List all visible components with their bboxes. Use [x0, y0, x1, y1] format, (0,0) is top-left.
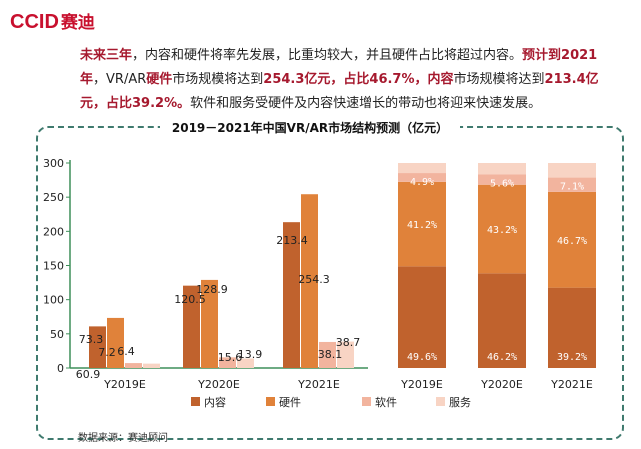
data-label: 73.3	[79, 333, 104, 346]
stack-segment-硬件	[478, 184, 526, 274]
x-tick-label: Y2021E	[550, 378, 593, 391]
stack-label: 4.9%	[410, 177, 434, 188]
data-label: 120.5	[174, 293, 206, 306]
intro-paragraph: 未来三年，内容和硬件将率先发展，比重均较大，并且硬件占比将超过内容。预计到202…	[80, 44, 620, 116]
stack-label: 39.2%	[557, 352, 587, 363]
data-label: 128.9	[196, 283, 228, 296]
stack-label: 43.2%	[487, 225, 517, 236]
stack-segment-服务	[398, 163, 446, 174]
x-tick-label: Y2020E	[480, 378, 523, 391]
y-tick-label: 150	[43, 260, 64, 273]
logo-cn: 赛迪	[60, 13, 95, 33]
y-tick-label: 200	[43, 225, 64, 238]
logo-latin: CCID	[10, 11, 59, 33]
data-label: 13.9	[238, 348, 263, 361]
data-label: 213.4	[276, 234, 308, 247]
y-tick-label: 50	[50, 328, 64, 341]
stack-segment-硬件	[398, 181, 446, 267]
data-label: 254.3	[298, 273, 330, 286]
stack-segment-内容	[398, 266, 446, 368]
bar-硬件	[201, 279, 218, 368]
bar-内容	[283, 222, 300, 368]
stack-segment-内容	[478, 273, 526, 368]
y-tick-label: 250	[43, 191, 64, 204]
data-label: 6.4	[117, 345, 135, 358]
bar-硬件	[107, 317, 124, 368]
bar-内容	[183, 285, 200, 368]
intro-part: 市场规模将达到	[453, 72, 545, 87]
intro-part: 254.3亿元，占比46.7%，	[263, 72, 428, 87]
stack-segment-内容	[548, 287, 596, 368]
data-label: 38.7	[336, 336, 361, 349]
stack-label: 41.2%	[407, 220, 437, 231]
intro-part: 软件和服务受硬件及内容快速增长的带动也将迎来快速发展。	[190, 96, 542, 111]
stack-label: 7.1%	[560, 182, 584, 193]
legend-label: 服务	[449, 396, 471, 409]
bar-服务	[143, 363, 160, 368]
stack-segment-软件	[548, 177, 596, 192]
stack-segment-硬件	[548, 191, 596, 288]
y-tick-label: 0	[57, 362, 64, 375]
data-label: 38.1	[318, 348, 343, 361]
stack-segment-软件	[398, 173, 446, 182]
intro-part: 213.4亿元，占比39.2%。	[80, 72, 599, 111]
brand-logo: CCID 赛迪	[10, 8, 95, 33]
intro-part: ，VR/AR	[93, 72, 147, 87]
bar-服务	[337, 341, 354, 368]
stack-label: 5.6%	[490, 178, 514, 189]
legend-swatch	[362, 397, 371, 406]
bar-软件	[125, 363, 142, 368]
y-tick-label: 100	[43, 294, 64, 307]
data-source: 数据来源：赛迪顾问	[78, 433, 168, 444]
bar-软件	[219, 357, 236, 368]
stack-segment-服务	[548, 163, 596, 178]
data-label: 15.6	[218, 351, 243, 364]
intro-part: 市场规模将达到	[172, 72, 264, 87]
legend-swatch	[191, 397, 200, 406]
bar-服务	[237, 358, 254, 368]
stack-label: 46.7%	[557, 236, 587, 247]
intro-part: 硬件	[146, 72, 173, 87]
bar-内容	[89, 326, 106, 368]
intro-part: 未来三年	[80, 48, 133, 63]
intro-part: 内容	[427, 72, 454, 87]
legend-label: 内容	[204, 395, 226, 409]
legend-label: 软件	[375, 395, 397, 409]
stack-label: 49.6%	[407, 352, 437, 363]
stack-label: 46.2%	[487, 352, 517, 363]
legend-label: 硬件	[279, 396, 301, 409]
data-label: 60.9	[76, 368, 101, 381]
legend-swatch	[436, 397, 445, 406]
chart-title: 2019－2021年中国VR/AR市场结构预测（亿元）	[160, 118, 460, 138]
x-tick-label: Y2020E	[197, 378, 240, 391]
x-tick-label: Y2019E	[400, 378, 443, 391]
data-label: 7.2	[98, 346, 116, 359]
intro-part: ，内容和硬件将率先发展，比重均较大，并且硬件占比将超过内容。	[132, 48, 523, 63]
intro-part: 预计到2021年	[80, 48, 598, 87]
stack-segment-服务	[478, 163, 526, 175]
stack-segment-软件	[478, 174, 526, 185]
legend-swatch	[266, 397, 275, 406]
bar-硬件	[301, 194, 318, 368]
x-tick-label: Y2019E	[103, 378, 146, 391]
y-tick-label: 300	[43, 157, 64, 170]
bar-软件	[319, 341, 336, 368]
x-tick-label: Y2021E	[297, 378, 340, 391]
